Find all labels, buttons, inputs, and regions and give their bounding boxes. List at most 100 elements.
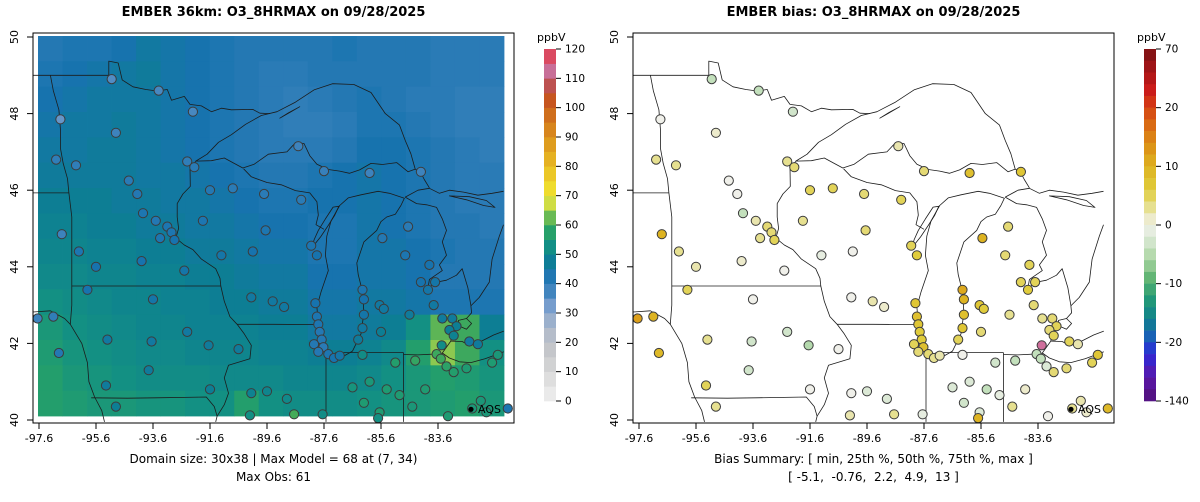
- map-outline: [816, 285, 852, 417]
- y-tick-label: 50: [8, 30, 21, 44]
- site-marker: [259, 188, 270, 200]
- site-marker: [736, 256, 747, 267]
- raster-cell: [258, 86, 284, 113]
- map-outline: [50, 75, 70, 193]
- colorbar-tick-label: -20: [1165, 337, 1182, 349]
- site-marker: [381, 384, 392, 395]
- colorbar-band: [1144, 295, 1156, 308]
- colorbar-band: [1144, 377, 1156, 390]
- raster-cell: [136, 289, 162, 316]
- site-marker: [311, 250, 322, 261]
- site-marker: [437, 313, 448, 324]
- site-marker: [957, 349, 968, 360]
- colorbar-band: [1144, 119, 1156, 132]
- raster-cell: [381, 162, 407, 189]
- site-marker: [958, 397, 969, 408]
- site-marker: [789, 162, 800, 173]
- colorbar-band: [1144, 49, 1156, 62]
- site-marker: [1010, 355, 1021, 366]
- site-marker: [353, 334, 364, 345]
- colorbar-tick-label: 70: [565, 190, 578, 202]
- map-outline: [279, 106, 301, 119]
- raster-cell: [234, 213, 260, 240]
- y-tick-label: 50: [608, 30, 621, 44]
- colorbar-band: [1144, 60, 1156, 73]
- site-marker: [358, 309, 369, 320]
- site-marker: [204, 384, 216, 395]
- raster-cell: [38, 36, 63, 62]
- site-marker: [994, 390, 1005, 401]
- site-marker: [182, 156, 193, 167]
- x-tick-label: -91.6: [196, 432, 224, 445]
- raster-cell: [258, 390, 284, 417]
- bias-caption-1: Bias Summary: [ min, 25th %, 50th %, 75t…: [714, 452, 1033, 466]
- raster-cell: [479, 137, 505, 164]
- raster-cell: [430, 162, 456, 189]
- colorbar-units-label: ppbV: [1137, 31, 1166, 44]
- colorbar-tick-label: 120: [565, 44, 585, 56]
- raster-cell: [479, 162, 505, 189]
- raster-cell: [430, 36, 456, 62]
- raster-cell: [283, 289, 309, 316]
- site-marker: [1004, 309, 1015, 320]
- site-marker: [428, 300, 439, 311]
- raster-cell: [356, 61, 382, 88]
- site-marker: [879, 301, 890, 313]
- raster-cell: [430, 86, 456, 113]
- x-tick-label: -85.6: [967, 432, 995, 445]
- raster-cell: [283, 36, 309, 62]
- raster-cell: [87, 188, 112, 214]
- site-marker: [56, 229, 67, 240]
- raster-cell: [38, 365, 63, 392]
- raster-cell: [111, 340, 137, 366]
- raster-cell: [405, 238, 431, 265]
- site-marker: [123, 175, 134, 186]
- site-marker: [318, 166, 330, 177]
- raster-cell: [258, 365, 284, 392]
- map-outline: [1049, 195, 1096, 208]
- raster-cell: [479, 264, 505, 290]
- raster-cell: [332, 213, 358, 240]
- site-markers: [33, 74, 513, 423]
- raster-cell: [62, 61, 88, 88]
- site-marker: [670, 160, 682, 171]
- site-marker: [110, 127, 122, 138]
- site-marker: [308, 339, 320, 350]
- site-marker: [732, 188, 743, 200]
- raster-cell: [111, 213, 137, 240]
- raster-cell: [185, 112, 211, 138]
- map-outline: [216, 285, 252, 417]
- y-tick-label: 42: [608, 336, 621, 350]
- site-marker: [150, 215, 161, 226]
- colorbar-band: [544, 283, 556, 299]
- map-outline: [1005, 196, 1072, 306]
- raster-cell: [381, 264, 407, 290]
- aqs-legend-label: AQS: [478, 403, 501, 416]
- x-tick-label: -93.6: [139, 432, 167, 445]
- raster-cell: [185, 390, 211, 417]
- raster-cell: [332, 137, 358, 164]
- site-marker: [1035, 353, 1046, 364]
- raster-cell: [307, 188, 333, 214]
- raster-cell: [62, 264, 88, 290]
- site-marker: [964, 376, 975, 387]
- raster-cell: [87, 162, 112, 189]
- raster-cell: [454, 162, 480, 189]
- site-marker: [146, 336, 157, 347]
- site-marker: [747, 294, 759, 305]
- site-marker: [424, 259, 435, 270]
- y-tick-label: 44: [608, 260, 621, 274]
- site-marker: [364, 376, 375, 387]
- raster-cell: [430, 61, 456, 88]
- raster-cell: [381, 112, 407, 138]
- raster-cell: [332, 289, 358, 316]
- raster-cell: [62, 340, 88, 366]
- raster-cell: [283, 162, 309, 189]
- raster-cell: [332, 86, 358, 113]
- site-marker: [55, 114, 66, 125]
- map-outline: [33, 60, 271, 114]
- colorbar-band: [1144, 201, 1156, 214]
- map-outline: [843, 168, 925, 230]
- raster-cell: [87, 61, 112, 88]
- site-marker: [281, 393, 292, 404]
